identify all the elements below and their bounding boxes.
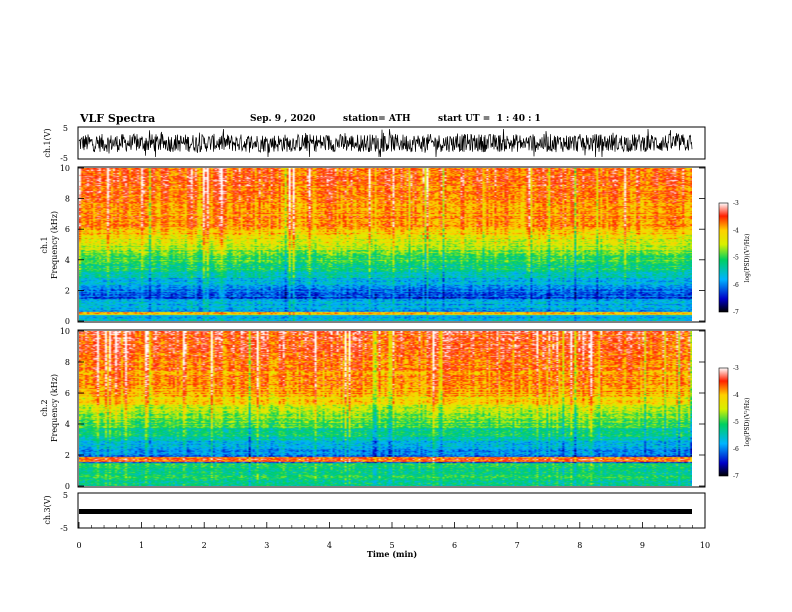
ch1-freq-tick-label: 6 bbox=[65, 225, 70, 234]
time-tick-label: 7 bbox=[515, 541, 520, 550]
time-tick-label: 3 bbox=[264, 541, 269, 550]
ch3-constant-line bbox=[79, 509, 692, 514]
ch1-colorbar: -3 -4 -5 -6 -7 log(PSD)(V²/Hz) bbox=[718, 200, 751, 316]
date-label: Sep. 9 , 2020 bbox=[250, 114, 316, 124]
ch1-freq-tick-label: 8 bbox=[65, 195, 70, 204]
ch1-freq-tick-label: 2 bbox=[65, 286, 70, 295]
ch2-freq-tick-label: 0 bbox=[65, 482, 70, 491]
start-time-label: start UT = 1 : 40 : 1 bbox=[438, 114, 541, 124]
ch1-waveform-line bbox=[78, 128, 693, 158]
ch1-spectrogram-ylabel: ch.1Frequency (kHz) bbox=[40, 211, 59, 279]
time-tick-label: 9 bbox=[640, 541, 645, 550]
ch1-freq-tick-label: 0 bbox=[65, 317, 70, 326]
ch1-colorbar-tick-label: -5 bbox=[733, 255, 739, 262]
ch1-freq-tick-label: 4 bbox=[65, 256, 70, 265]
time-axis-ticks: 0 1 2 3 4 5 6 7 8 9 10 bbox=[76, 522, 710, 550]
time-tick-label: 5 bbox=[389, 541, 394, 550]
ch2-colorbar-tick-label: -4 bbox=[733, 392, 739, 399]
ch2-colorbar-ticks: -3 -4 -5 -6 -7 bbox=[733, 365, 739, 480]
ch1-colorbar-label: log(PSD)(V²/Hz) bbox=[744, 234, 751, 283]
ch2-freq-tick-label: 10 bbox=[60, 327, 70, 336]
ch2-freq-tick-label: 8 bbox=[65, 358, 70, 367]
time-tick-label: 1 bbox=[139, 541, 144, 550]
ch1-freq-tick-label: 10 bbox=[60, 164, 70, 173]
time-tick-label: 6 bbox=[452, 541, 457, 550]
ch2-freq-tick-label: 6 bbox=[65, 389, 70, 398]
ch1-ytick-bottom: -5 bbox=[60, 154, 68, 163]
time-tick-label: 2 bbox=[202, 541, 207, 550]
ch1-ylabel: ch.1(V) bbox=[43, 128, 52, 157]
ch3-ytick-top: 5 bbox=[63, 491, 68, 500]
ch1-ytick-top: 5 bbox=[63, 124, 68, 133]
ch1-spectrogram-panel: 0 2 4 6 8 10 ch.1Frequency (kHz) bbox=[40, 164, 706, 326]
ch3-ytick-bottom: -5 bbox=[60, 524, 68, 533]
ch1-colorbar-tick-label: -4 bbox=[733, 227, 739, 234]
ch2-colorbar: -3 -4 -5 -6 -7 log(PSD)(V²/Hz) bbox=[718, 365, 751, 480]
ch2-colorbar-tick-label: -5 bbox=[733, 419, 739, 426]
time-tick-label: 4 bbox=[327, 541, 332, 550]
ch2-colorbar-tick-label: -3 bbox=[733, 365, 739, 372]
ch1-spectrogram-image bbox=[79, 168, 692, 321]
ch1-frequency-ticks: 0 2 4 6 8 10 bbox=[60, 164, 705, 326]
ch3-ylabel: ch.3(V) bbox=[43, 495, 52, 524]
ch2-freq-tick-label: 2 bbox=[65, 451, 70, 460]
time-axis-label: Time (min) bbox=[367, 549, 417, 559]
ch2-colorbar-label: log(PSD)(V²/Hz) bbox=[744, 398, 751, 447]
ch2-freq-tick-label: 4 bbox=[65, 420, 70, 429]
ch2-colorbar-tick-label: -6 bbox=[733, 446, 739, 453]
time-tick-label: 0 bbox=[76, 541, 81, 550]
ch2-spectrogram-image bbox=[79, 331, 692, 486]
station-label: station= ATH bbox=[343, 114, 411, 124]
ch2-frequency-ticks: 0 2 4 6 8 10 bbox=[60, 327, 705, 491]
ch2-spectrogram-panel: 0 2 4 6 8 10 ch.2Frequency (kHz) bbox=[40, 327, 706, 491]
ch3-waveform-panel: 5 -5 ch.3(V) 0 1 2 3 4 5 6 7 8 9 10 Time (min) bbox=[43, 491, 710, 559]
ch1-colorbar-tick-label: -3 bbox=[733, 200, 739, 207]
time-tick-label: 10 bbox=[700, 541, 710, 550]
ch1-colorbar-tick-label: -7 bbox=[733, 309, 739, 316]
ch2-spectrogram-ylabel: ch.2Frequency (kHz) bbox=[40, 374, 59, 442]
ch1-waveform-panel: 5 -5 ch.1(V) bbox=[43, 124, 706, 163]
time-tick-label: 8 bbox=[577, 541, 582, 550]
ch1-colorbar-tick-label: -6 bbox=[733, 282, 739, 289]
ch2-colorbar-tick-label: -7 bbox=[733, 473, 739, 480]
figure-title: VLF Spectra bbox=[80, 112, 156, 125]
ch1-colorbar-ticks: -3 -4 -5 -6 -7 bbox=[733, 200, 739, 316]
